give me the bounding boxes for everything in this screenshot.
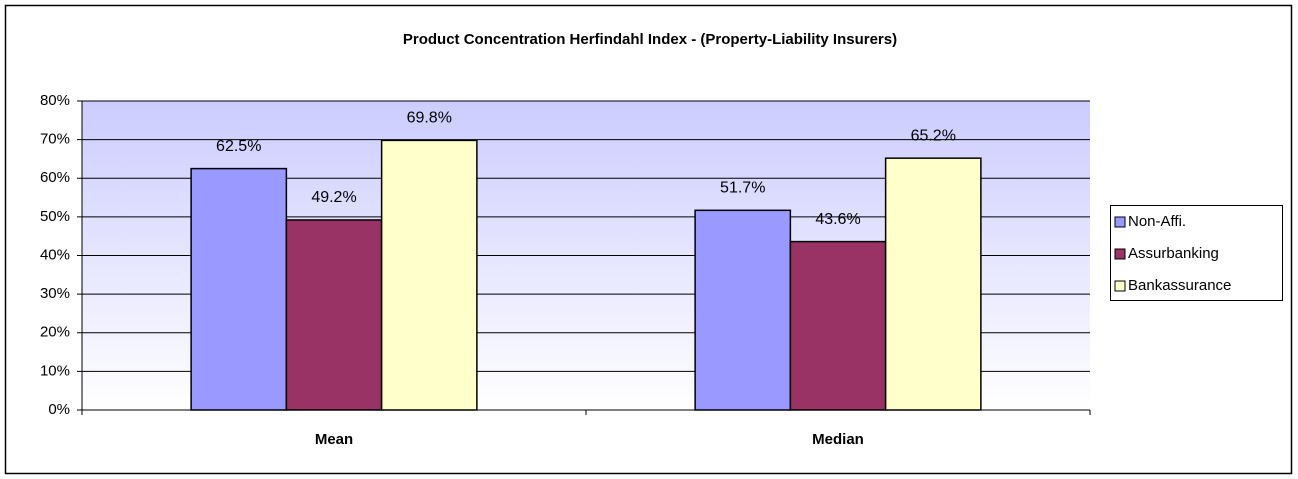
bar [789, 240, 887, 411]
y-tick-label: 80% [40, 92, 70, 109]
legend-label: Bankassurance [1128, 277, 1231, 294]
data-label: 65.2% [911, 127, 956, 144]
data-label: 62.5% [216, 138, 261, 155]
y-tick-label: 70% [40, 131, 70, 148]
bar [285, 219, 383, 411]
bar [884, 157, 982, 411]
bar [190, 167, 288, 411]
bar [694, 209, 792, 411]
y-tick-label: 0% [48, 401, 70, 418]
data-label: 51.7% [720, 180, 765, 197]
y-tick-label: 50% [40, 208, 70, 225]
y-tick-label: 40% [40, 246, 70, 263]
y-tick-label: 20% [40, 324, 70, 341]
data-label: 49.2% [311, 189, 356, 206]
y-tick-label: 60% [40, 169, 70, 186]
legend-label: Non-Affi. [1128, 213, 1186, 230]
x-tick-label: Mean [315, 431, 353, 448]
legend-swatch [1114, 216, 1126, 228]
bar [380, 139, 478, 411]
chart-title: Product Concentration Herfindahl Index -… [403, 31, 897, 48]
y-tick-label: 10% [40, 362, 70, 379]
legend-label: Assurbanking [1128, 245, 1219, 262]
legend-swatch [1114, 280, 1126, 292]
data-label: 69.8% [407, 110, 452, 127]
x-tick-label: Median [812, 431, 864, 448]
legend-swatch [1114, 248, 1126, 260]
y-tick-label: 30% [40, 285, 70, 302]
data-label: 43.6% [815, 211, 860, 228]
legend [1110, 205, 1283, 301]
